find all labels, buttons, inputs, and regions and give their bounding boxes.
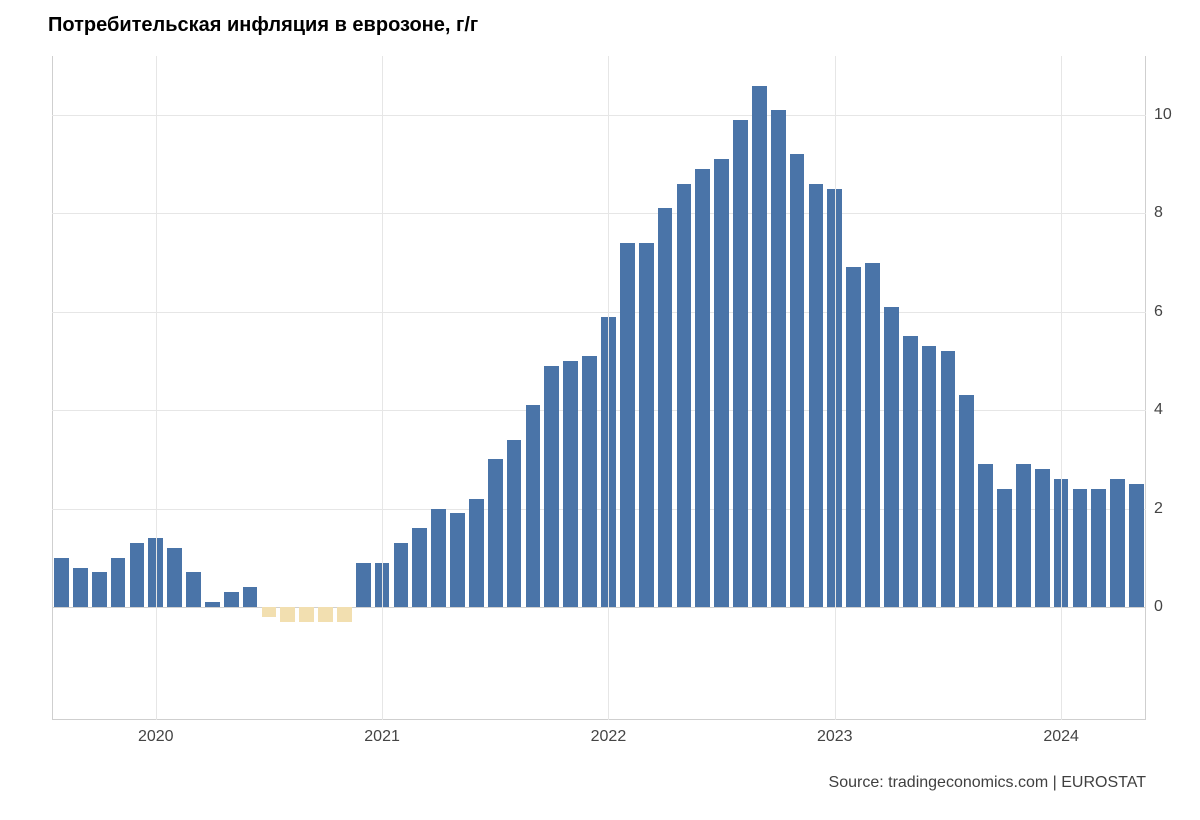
bar xyxy=(903,336,918,607)
bar xyxy=(714,159,729,607)
plot-area: 024681020202021202220232024 xyxy=(52,56,1146,720)
source-attribution: Source: tradingeconomics.com | EUROSTAT xyxy=(829,774,1146,792)
bar xyxy=(790,154,805,607)
bar xyxy=(299,607,314,622)
bar xyxy=(941,351,956,607)
gridline-x xyxy=(156,56,157,720)
chart-title: Потребительская инфляция в еврозоне, г/г xyxy=(48,14,478,37)
ytick-label: 8 xyxy=(1154,204,1194,222)
bar xyxy=(658,208,673,606)
ytick-label: 4 xyxy=(1154,401,1194,419)
bar xyxy=(1091,489,1106,607)
bar xyxy=(563,361,578,607)
ytick-label: 0 xyxy=(1154,598,1194,616)
bar xyxy=(431,509,446,607)
bar xyxy=(73,568,88,607)
bar xyxy=(186,572,201,606)
bar xyxy=(639,243,654,607)
ytick-label: 2 xyxy=(1154,500,1194,518)
bar xyxy=(865,263,880,607)
bar xyxy=(809,184,824,607)
bar xyxy=(469,499,484,607)
bar xyxy=(167,548,182,607)
gridline-x xyxy=(608,56,609,720)
bar xyxy=(922,346,937,607)
bar xyxy=(111,558,126,607)
bar xyxy=(224,592,239,607)
bar xyxy=(243,587,258,607)
bar xyxy=(978,464,993,607)
bar xyxy=(394,543,409,607)
gridline-y xyxy=(52,115,1146,116)
bar xyxy=(450,513,465,606)
gridline-y xyxy=(52,213,1146,214)
bar xyxy=(412,528,427,607)
ytick-label: 6 xyxy=(1154,303,1194,321)
xtick-label: 2024 xyxy=(1043,728,1079,746)
xtick-label: 2022 xyxy=(591,728,627,746)
ytick-label: 10 xyxy=(1154,106,1194,124)
bar xyxy=(1129,484,1144,607)
bar xyxy=(280,607,295,622)
bar xyxy=(884,307,899,607)
bar xyxy=(1073,489,1088,607)
bar xyxy=(544,366,559,607)
bar xyxy=(262,607,277,617)
bar xyxy=(771,110,786,607)
bar xyxy=(959,395,974,606)
bar xyxy=(92,572,107,606)
bar xyxy=(1110,479,1125,607)
bar xyxy=(846,267,861,606)
bar xyxy=(695,169,710,607)
bar xyxy=(1016,464,1031,607)
bar xyxy=(488,459,503,607)
plot-border xyxy=(52,56,1146,720)
bar xyxy=(205,602,220,607)
bar xyxy=(526,405,541,607)
xtick-label: 2020 xyxy=(138,728,174,746)
xtick-label: 2023 xyxy=(817,728,853,746)
bar xyxy=(677,184,692,607)
bar xyxy=(752,86,767,607)
gridline-y xyxy=(52,410,1146,411)
gridline-x xyxy=(382,56,383,720)
bar xyxy=(356,563,371,607)
bar xyxy=(130,543,145,607)
gridline-x xyxy=(835,56,836,720)
xtick-label: 2021 xyxy=(364,728,400,746)
gridline-x xyxy=(1061,56,1062,720)
bar xyxy=(54,558,69,607)
chart-container: Потребительская инфляция в еврозоне, г/г… xyxy=(0,0,1200,820)
bar xyxy=(507,440,522,607)
bar xyxy=(337,607,352,622)
bar xyxy=(582,356,597,607)
gridline-y xyxy=(52,312,1146,313)
zero-baseline xyxy=(52,607,1146,608)
bar xyxy=(997,489,1012,607)
bar xyxy=(733,120,748,607)
bar xyxy=(620,243,635,607)
bar xyxy=(1035,469,1050,607)
bar xyxy=(318,607,333,622)
